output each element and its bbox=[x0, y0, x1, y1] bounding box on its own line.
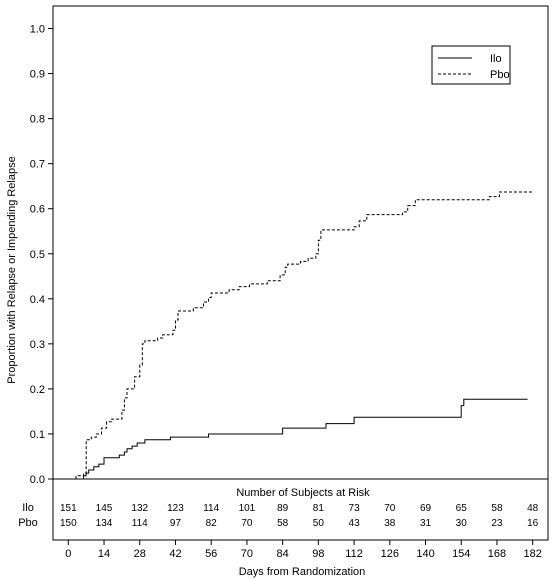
y-tick-label: 0.5 bbox=[30, 249, 45, 261]
x-tick-label: 154 bbox=[452, 548, 470, 560]
y-tick-label: 0.2 bbox=[30, 384, 45, 396]
risk-count-pbo: 31 bbox=[420, 518, 432, 529]
risk-count-ilo: 73 bbox=[349, 503, 361, 514]
y-tick-label: 0.3 bbox=[30, 339, 45, 351]
risk-count-pbo: 70 bbox=[241, 518, 253, 529]
y-tick-label: 0.1 bbox=[30, 429, 45, 441]
risk-count-ilo: 48 bbox=[527, 503, 539, 514]
risk-count-pbo: 97 bbox=[170, 518, 182, 529]
x-tick-label: 182 bbox=[524, 548, 542, 560]
risk-count-pbo: 134 bbox=[96, 518, 113, 529]
legend: Ilo Pbo bbox=[431, 45, 511, 85]
risk-count-ilo: 101 bbox=[239, 503, 256, 514]
x-tick-label: 168 bbox=[488, 548, 506, 560]
risk-count-ilo: 132 bbox=[131, 503, 148, 514]
y-axis: 0.0 0.1 0.2 0.3 0.4 0.5 0.6 0.7 0.8 0.9 1.0 bbox=[30, 24, 53, 486]
risk-count-ilo: 123 bbox=[167, 503, 184, 514]
x-tick-label: 98 bbox=[312, 548, 324, 560]
legend-box bbox=[431, 45, 511, 85]
risk-count-pbo: 150 bbox=[60, 518, 77, 529]
x-axis: 0 14 28 42 56 70 84 98 112 126 140 154 168 182 bbox=[65, 540, 542, 560]
y-tick-label: 0.7 bbox=[30, 159, 45, 171]
x-tick-label: 140 bbox=[416, 548, 434, 560]
y-axis-label: Proportion with Relapse or Impending Rel… bbox=[6, 156, 18, 383]
x-tick-label: 56 bbox=[205, 548, 217, 560]
x-tick-label: 84 bbox=[277, 548, 289, 560]
series-ilo-line bbox=[83, 398, 528, 479]
x-tick-label: 70 bbox=[241, 548, 253, 560]
risk-count-ilo: 114 bbox=[203, 503, 219, 514]
risk-count-pbo: 50 bbox=[313, 518, 325, 529]
y-tick-label: 1.0 bbox=[30, 24, 45, 36]
x-axis-label: Days from Randomization bbox=[239, 566, 366, 578]
legend-label-pbo: Pbo bbox=[490, 69, 510, 81]
y-tick-label: 0.0 bbox=[30, 474, 45, 486]
risk-count-pbo: 58 bbox=[277, 518, 289, 529]
y-tick-label: 0.8 bbox=[30, 114, 45, 126]
risk-count-ilo: 81 bbox=[313, 503, 325, 514]
y-tick-label: 0.6 bbox=[30, 204, 45, 216]
risk-count-ilo: 151 bbox=[60, 503, 77, 514]
risk-count-pbo: 82 bbox=[206, 518, 218, 529]
y-tick-label: 0.4 bbox=[30, 294, 45, 306]
plot-border bbox=[52, 5, 549, 541]
plot-frame bbox=[52, 5, 549, 541]
risk-table-title: Number of Subjects at Risk bbox=[236, 487, 370, 499]
risk-count-ilo: 65 bbox=[456, 503, 468, 514]
legend-label-ilo: Ilo bbox=[490, 53, 502, 65]
risk-count-ilo: 145 bbox=[96, 503, 113, 514]
x-tick-label: 0 bbox=[65, 548, 71, 560]
series-layer bbox=[75, 191, 533, 479]
risk-row-label-pbo: Pbo bbox=[18, 517, 38, 529]
risk-count-pbo: 114 bbox=[132, 518, 148, 529]
risk-row-label-ilo: Ilo bbox=[22, 502, 34, 514]
risk-count-pbo: 43 bbox=[349, 518, 361, 529]
risk-count-pbo: 30 bbox=[456, 518, 468, 529]
risk-count-ilo: 69 bbox=[420, 503, 432, 514]
risk-count-ilo: 70 bbox=[384, 503, 396, 514]
risk-count-pbo: 38 bbox=[384, 518, 396, 529]
risk-count-pbo: 16 bbox=[527, 518, 539, 529]
x-tick-label: 42 bbox=[169, 548, 181, 560]
x-tick-label: 112 bbox=[345, 548, 363, 560]
risk-count-ilo: 89 bbox=[277, 503, 289, 514]
risk-count-pbo: 23 bbox=[491, 518, 503, 529]
x-tick-label: 126 bbox=[381, 548, 399, 560]
risk-table: Ilo 151 145 132 123 114 101 89 81 73 70 69 65 58 48 Pbo… bbox=[18, 502, 538, 529]
series-pbo-line bbox=[75, 191, 533, 479]
x-tick-label: 14 bbox=[98, 548, 110, 560]
risk-count-ilo: 58 bbox=[491, 503, 503, 514]
y-tick-label: 0.9 bbox=[30, 69, 45, 81]
x-tick-label: 28 bbox=[134, 548, 146, 560]
